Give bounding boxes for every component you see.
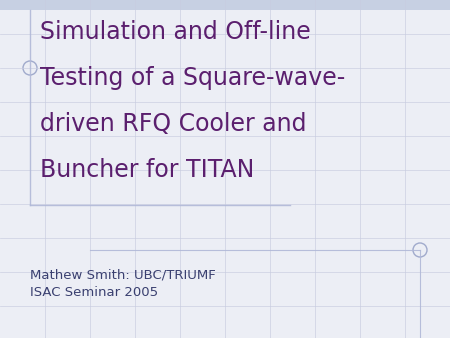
- Text: Buncher for TITAN: Buncher for TITAN: [40, 158, 254, 182]
- Text: Mathew Smith: UBC/TRIUMF: Mathew Smith: UBC/TRIUMF: [30, 268, 216, 281]
- Text: Testing of a Square-wave-: Testing of a Square-wave-: [40, 66, 345, 90]
- Bar: [0, 0, 450, 10]
- Text: ISAC Seminar 2005: ISAC Seminar 2005: [30, 286, 158, 299]
- Text: Simulation and Off-line: Simulation and Off-line: [40, 20, 311, 44]
- Text: driven RFQ Cooler and: driven RFQ Cooler and: [40, 112, 306, 136]
